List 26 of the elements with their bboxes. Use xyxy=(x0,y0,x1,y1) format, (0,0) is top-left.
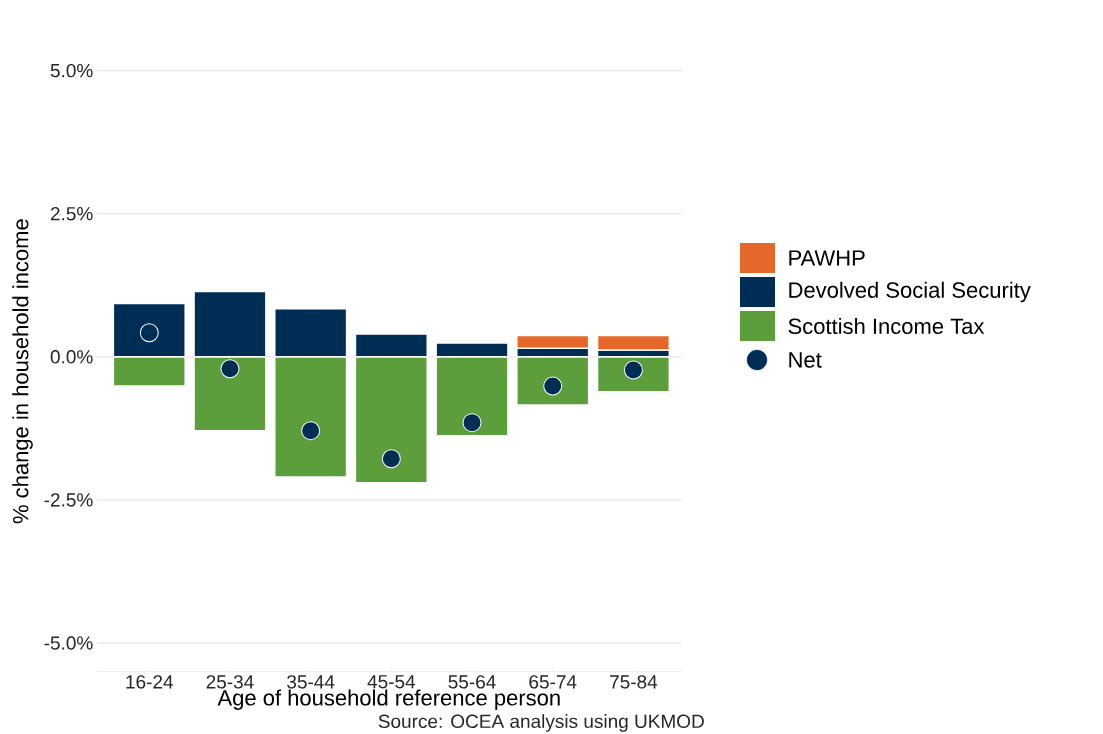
y-tick-label: -2.5% xyxy=(44,493,93,507)
point xyxy=(220,359,240,379)
point xyxy=(462,413,482,433)
x-tick-label: 25-34 xyxy=(206,675,254,689)
point xyxy=(301,421,321,441)
x-tick-label: 45-54 xyxy=(367,675,416,689)
x-tick-label: 65-74 xyxy=(529,675,577,689)
y-axis-title: % change in household income xyxy=(12,219,33,524)
x-tick-label: 16-24 xyxy=(126,675,173,689)
point xyxy=(381,449,401,469)
legend-label: Scottish Income Tax xyxy=(788,317,985,335)
source-note: Source: OCEA analysis using UKMOD xyxy=(378,714,704,732)
point xyxy=(543,376,563,396)
x-tick-label: 35-44 xyxy=(287,675,335,689)
y-tick-label: 0.0% xyxy=(50,350,93,364)
point xyxy=(623,360,643,380)
y-tick-label: -5.0% xyxy=(44,636,93,650)
x-tick-label: 55-64 xyxy=(448,675,496,689)
y-tick-label: 2.5% xyxy=(50,206,93,221)
legend-label: PAWHP xyxy=(789,250,865,266)
legend-label: Net xyxy=(789,352,822,368)
y-tick-label: 5.0% xyxy=(50,63,93,78)
x-tick-label: 75-84 xyxy=(610,675,658,689)
x-axis-title: Age of household reference person xyxy=(217,689,560,710)
legend-label: Devolved Social Security xyxy=(789,281,1031,303)
point xyxy=(139,323,159,343)
